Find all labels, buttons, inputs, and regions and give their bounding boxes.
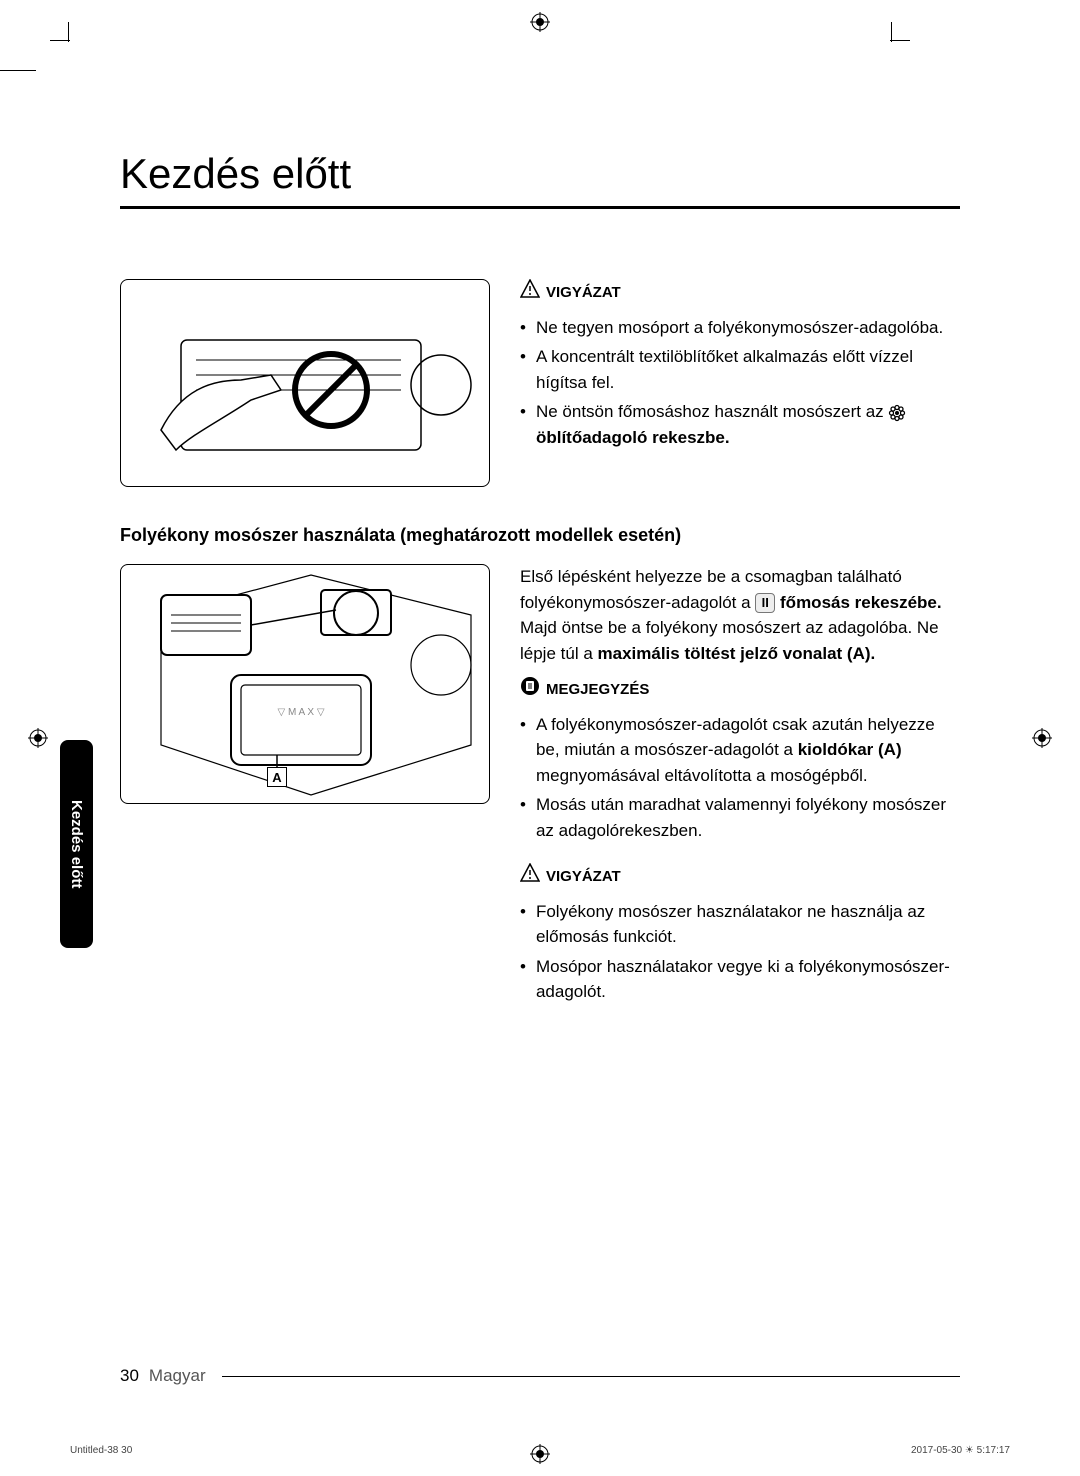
tiny-footer: Untitled-38 30 2017-05-30 ☀ 5:17:17	[70, 1445, 1010, 1456]
warning-icon	[520, 863, 540, 891]
subheading: Folyékony mosószer használata (meghatáro…	[120, 525, 960, 546]
reg-mark-top	[530, 12, 550, 32]
note-icon	[520, 676, 540, 704]
caution-2-list: Folyékony mosószer használatakor ne hasz…	[520, 899, 960, 1005]
figure-callout-a: A	[267, 767, 287, 787]
note-item: Mosás után maradhat valamennyi folyékony…	[536, 792, 960, 843]
note-item: A folyékonymosószer-adagolót csak azután…	[536, 712, 960, 789]
side-tab: Kezdés előtt	[60, 740, 93, 948]
para-1: Első lépésként helyezze be a csomagban t…	[520, 564, 960, 666]
tiny-footer-right: 2017-05-30 ☀ 5:17:17	[911, 1445, 1010, 1456]
svg-text:▽ M A X ▽: ▽ M A X ▽	[277, 707, 324, 718]
page-number: 30	[120, 1366, 139, 1386]
tiny-footer-left: Untitled-38 30	[70, 1445, 132, 1456]
note-list: A folyékonymosószer-adagolót csak azután…	[520, 712, 960, 844]
title-rule	[120, 206, 960, 209]
caution-1-item: Ne öntsön főmosáshoz használt mosószert …	[536, 399, 960, 450]
caution-label: VIGYÁZAT	[546, 866, 621, 889]
caution-1-item: A koncentrált textilöblítőket alkalmazás…	[536, 344, 960, 395]
compartment-ii-icon: II	[755, 593, 775, 613]
figure-1	[120, 279, 490, 487]
page-language: Magyar	[149, 1366, 206, 1386]
note-label: MEGJEGYZÉS	[546, 679, 649, 702]
caution-1-item: Ne tegyen mosóport a folyékonymosószer-a…	[536, 315, 943, 341]
warning-icon	[520, 279, 540, 307]
caution-2-item: Folyékony mosószer használatakor ne hasz…	[536, 899, 960, 950]
page-title: Kezdés előtt	[120, 150, 960, 198]
flower-icon	[888, 404, 906, 422]
reg-mark-left	[28, 728, 48, 748]
figure-2: ▽ M A X ▽ A	[120, 564, 490, 804]
caution-heading-2: VIGYÁZAT	[520, 863, 960, 891]
footer-rule	[222, 1376, 960, 1377]
caution-1-list: Ne tegyen mosóport a folyékonymosószer-a…	[520, 315, 960, 451]
note-heading: MEGJEGYZÉS	[520, 676, 960, 704]
caution-label: VIGYÁZAT	[546, 282, 621, 305]
reg-mark-right	[1032, 728, 1052, 748]
caution-heading-1: VIGYÁZAT	[520, 279, 960, 307]
caution-2-item: Mosópor használatakor vegye ki a folyéko…	[536, 954, 960, 1005]
footer: 30 Magyar	[120, 1366, 960, 1386]
